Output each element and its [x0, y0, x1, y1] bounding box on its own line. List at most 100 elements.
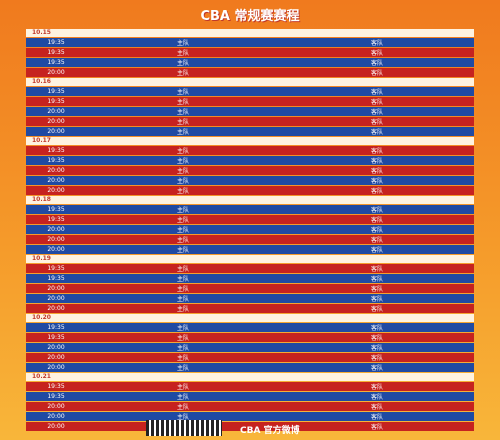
game-time: 20:00 [47, 354, 65, 361]
home-team: 主队 [176, 345, 189, 352]
game-time: 19:35 [47, 98, 65, 105]
away-team: 客队 [370, 207, 383, 214]
away-team: 客队 [370, 286, 383, 293]
game-row: 19:35 主队 客队 [26, 333, 474, 342]
away-team: 客队 [370, 60, 383, 67]
away-team: 客队 [370, 158, 383, 165]
home-team: 主队 [176, 119, 189, 126]
game-time: 19:35 [47, 265, 65, 272]
game-time: 20:00 [47, 344, 65, 351]
game-row: 19:35 主队 客队 [26, 274, 474, 283]
header: CBA 常规赛赛程 [0, 0, 500, 26]
game-time: 20:00 [47, 236, 65, 243]
game-time: 20:00 [47, 364, 65, 371]
away-team: 客队 [370, 247, 383, 254]
home-team: 主队 [176, 247, 189, 254]
game-row: 19:35 主队 客队 [26, 323, 474, 332]
game-row: 19:35 主队 客队 [26, 264, 474, 273]
game-row: 19:35 主队 客队 [26, 205, 474, 214]
home-team: 主队 [176, 414, 189, 421]
home-team: 主队 [176, 188, 189, 195]
home-team: 主队 [176, 296, 189, 303]
away-team: 客队 [370, 178, 383, 185]
home-team: 主队 [176, 89, 189, 96]
away-team: 客队 [370, 325, 383, 332]
away-team: 客队 [370, 424, 383, 431]
home-team: 主队 [176, 276, 189, 283]
brand: CBA 官方微博 [240, 426, 300, 436]
game-time: 20:00 [47, 423, 65, 430]
home-team: 主队 [176, 99, 189, 106]
home-team: 主队 [176, 158, 189, 165]
date-header: 10.18 [26, 196, 474, 204]
home-team: 主队 [176, 129, 189, 136]
away-team: 客队 [370, 89, 383, 96]
date-header: 10.21 [26, 373, 474, 381]
home-team: 主队 [176, 325, 189, 332]
home-team: 主队 [176, 40, 189, 47]
game-row: 20:00 主队 客队 [26, 245, 474, 254]
away-team: 客队 [370, 70, 383, 77]
game-time: 20:00 [47, 403, 65, 410]
away-team: 客队 [370, 227, 383, 234]
game-time: 20:00 [47, 295, 65, 302]
away-team: 客队 [370, 188, 383, 195]
game-row: 19:35 主队 客队 [26, 97, 474, 106]
game-time: 20:00 [47, 413, 65, 420]
away-team: 客队 [370, 394, 383, 401]
home-team: 主队 [176, 384, 189, 391]
game-row: 20:00 主队 客队 [26, 127, 474, 136]
game-time: 19:35 [47, 383, 65, 390]
away-team: 客队 [370, 404, 383, 411]
home-team: 主队 [176, 394, 189, 401]
home-team: 主队 [176, 266, 189, 273]
home-team: 主队 [176, 404, 189, 411]
home-team: 主队 [176, 355, 189, 362]
game-row: 20:00 主队 客队 [26, 304, 474, 313]
game-time: 19:35 [47, 275, 65, 282]
game-row: 19:35 主队 客队 [26, 87, 474, 96]
away-team: 客队 [370, 129, 383, 136]
game-row: 20:00 主队 客队 [26, 402, 474, 411]
home-team: 主队 [176, 365, 189, 372]
away-team: 客队 [370, 355, 383, 362]
away-team: 客队 [370, 168, 383, 175]
game-time: 19:35 [47, 393, 65, 400]
game-time: 20:00 [47, 177, 65, 184]
away-team: 客队 [370, 148, 383, 155]
game-time: 19:35 [47, 157, 65, 164]
away-team: 客队 [370, 335, 383, 342]
away-team: 客队 [370, 50, 383, 57]
date-header: 10.17 [26, 137, 474, 145]
game-row: 20:00 主队 客队 [26, 235, 474, 244]
home-team: 主队 [176, 237, 189, 244]
away-team: 客队 [370, 266, 383, 273]
game-row: 20:00 主队 客队 [26, 107, 474, 116]
game-row: 20:00 主队 客队 [26, 68, 474, 77]
game-row: 20:00 主队 客队 [26, 343, 474, 352]
home-team: 主队 [176, 217, 189, 224]
away-team: 客队 [370, 296, 383, 303]
home-team: 主队 [176, 60, 189, 67]
home-team: 主队 [176, 286, 189, 293]
home-team: 主队 [176, 178, 189, 185]
home-team: 主队 [176, 148, 189, 155]
game-time: 19:35 [47, 59, 65, 66]
game-row: 19:35 主队 客队 [26, 392, 474, 401]
game-time: 19:35 [47, 88, 65, 95]
game-time: 20:00 [47, 118, 65, 125]
away-team: 客队 [370, 119, 383, 126]
game-row: 19:35 主队 客队 [26, 382, 474, 391]
game-row: 20:00 主队 客队 [26, 363, 474, 372]
game-row: 19:35 主队 客队 [26, 156, 474, 165]
game-time: 19:35 [47, 216, 65, 223]
game-time: 20:00 [47, 285, 65, 292]
away-team: 客队 [370, 276, 383, 283]
game-row: 20:00 主队 客队 [26, 225, 474, 234]
game-time: 20:00 [47, 69, 65, 76]
game-time: 20:00 [47, 305, 65, 312]
home-team: 主队 [176, 70, 189, 77]
game-row: 19:35 主队 客队 [26, 215, 474, 224]
game-row: 20:00 主队 客队 [26, 412, 474, 421]
